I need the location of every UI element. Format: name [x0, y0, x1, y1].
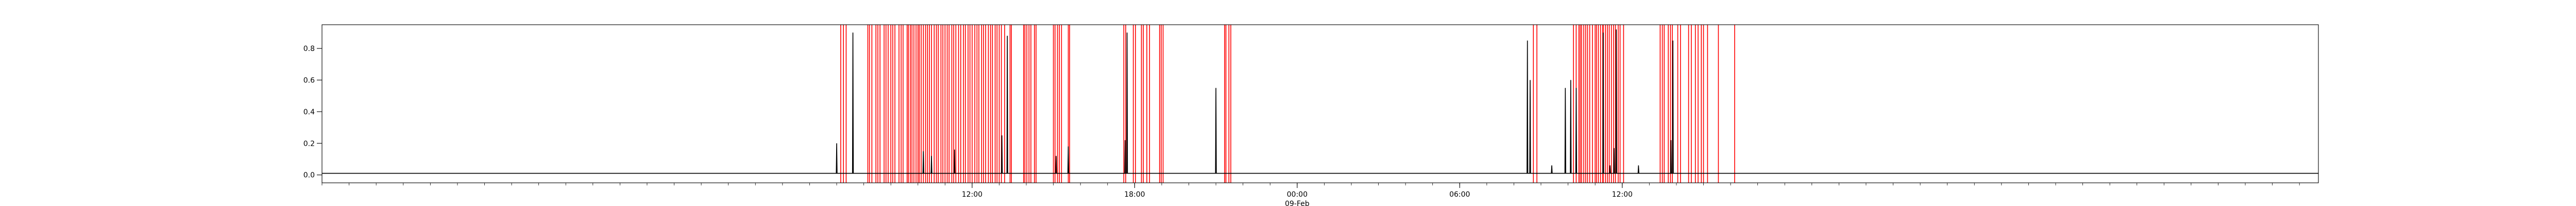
- x-tick-label: 00:00: [1287, 191, 1308, 199]
- y-tick-label: 0.8: [303, 45, 315, 53]
- series-line: [322, 29, 2318, 174]
- y-tick-label: 0.4: [303, 108, 315, 116]
- x-tick-label: 12:00: [1612, 191, 1633, 199]
- y-tick-label: 0.6: [303, 76, 315, 84]
- axes-frame: [321, 24, 2319, 183]
- series-path: [322, 29, 2318, 174]
- x-tick-label: 18:00: [1124, 191, 1145, 199]
- plot-area: [322, 25, 2318, 183]
- y-tick-label: 0.0: [303, 171, 315, 180]
- x-tick-label: 12:00: [962, 191, 982, 199]
- x-tick-sublabel: 09-Feb: [1285, 200, 1310, 206]
- y-tick-label: 0.2: [303, 140, 315, 148]
- event-markers: [840, 25, 1735, 183]
- x-tick-label: 06:00: [1449, 191, 1470, 199]
